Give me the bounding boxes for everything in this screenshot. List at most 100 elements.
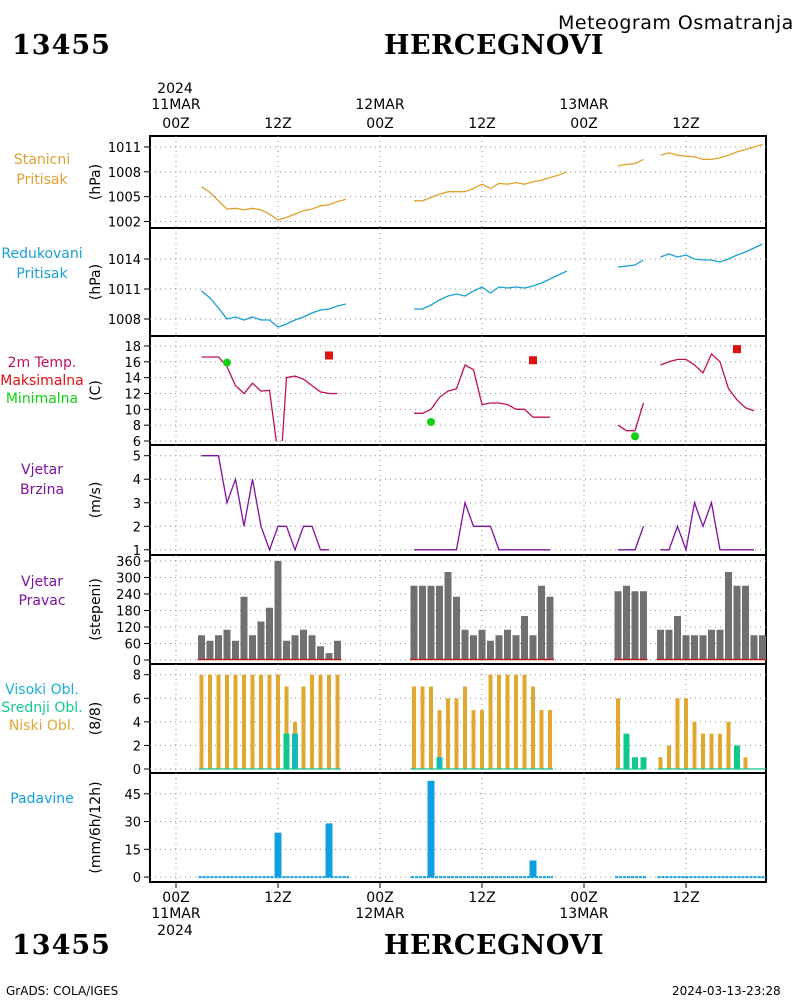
wind-direction-bar [240, 596, 248, 660]
panel-label: Pritisak [16, 266, 68, 282]
precip-bar [274, 832, 282, 878]
day-label: 11MAR [151, 906, 200, 922]
wind-direction-bar [742, 585, 749, 660]
wind-direction-bar [308, 635, 316, 660]
panel-frame [149, 772, 767, 883]
low-cloud-bar [463, 686, 467, 769]
low-cloud-bar [522, 674, 527, 769]
low-cloud-bar [437, 710, 442, 769]
mid-cloud-bar [640, 757, 647, 769]
low-cloud-bar [412, 686, 416, 769]
axis-unit-label: (C) [88, 380, 104, 401]
y-tick-label: 300 [116, 572, 141, 587]
y-tick-label: 12 [124, 387, 141, 402]
max-temp-marker [733, 345, 741, 354]
panel-p7: 0 15 30 45 Padavine (mm/6h/12h) [10, 772, 767, 886]
low-cloud-bar [548, 710, 552, 769]
y-tick-label: 18 [124, 340, 141, 355]
max-temp-marker [529, 356, 537, 365]
wind-direction-bar [750, 635, 758, 660]
wind-direction-bar [283, 640, 290, 660]
y-tick-label: 5 [133, 450, 141, 465]
y-tick-label: 30 [124, 816, 141, 831]
y-tick-label: 10 [124, 403, 141, 418]
min-temp-marker [223, 358, 231, 367]
series-line [617, 259, 644, 268]
wind-direction-bar [495, 635, 503, 660]
hour-label: 00Z [570, 116, 597, 132]
y-tick-label: 120 [116, 621, 141, 636]
wind-direction-bar [674, 616, 681, 660]
wind-direction-bar [470, 635, 477, 660]
series-line [617, 158, 644, 167]
y-tick-label: 1005 [108, 191, 141, 206]
station-name-top: HERCEGNOVI [384, 30, 604, 61]
panel-label: Pritisak [16, 172, 68, 188]
year-label: 2024 [157, 923, 193, 939]
low-cloud-bar [284, 686, 289, 769]
y-tick-label: 0 [133, 654, 141, 669]
wind-direction-bar [206, 640, 214, 660]
panel-frame [149, 135, 767, 229]
y-tick-label: 1011 [108, 141, 141, 156]
axis-unit-label: (mm/6h/12h) [88, 781, 104, 873]
y-tick-label: 45 [124, 788, 141, 803]
y-tick-label: 180 [116, 605, 141, 620]
low-cloud-bar [233, 674, 238, 769]
wind-direction-bar [410, 585, 418, 660]
panel-p4: 1 2 3 4 5 Vjetar Brzina (m/s) [20, 444, 767, 559]
y-tick-label: 8 [133, 669, 141, 684]
series-line [617, 402, 645, 432]
wind-direction-bar [521, 616, 528, 660]
low-cloud-bar [250, 674, 255, 769]
wind-direction-bar [538, 585, 545, 660]
y-tick-label: 1008 [108, 166, 141, 181]
panel-label: Stanicni [14, 152, 70, 168]
panel-label: Minimalna [6, 391, 78, 407]
y-tick-label: 4 [133, 473, 141, 488]
mid-cloud-bar [283, 733, 290, 769]
hour-label: 12Z [672, 890, 699, 906]
wind-direction-bar [317, 646, 324, 660]
low-cloud-bar [471, 710, 476, 769]
day-label: 12MAR [355, 906, 404, 922]
series-line [414, 171, 568, 202]
wind-direction-bar [512, 635, 520, 660]
y-tick-label: 8 [133, 419, 141, 434]
panel-frame [149, 335, 767, 446]
y-tick-label: 0 [133, 871, 141, 886]
min-temp-marker [631, 432, 639, 441]
axis-unit-label: (hPa) [88, 164, 104, 200]
low-cloud-bar [709, 733, 714, 769]
low-cloud-bar [429, 686, 433, 769]
mid-cloud-bar [734, 745, 740, 769]
wind-direction-bar [266, 607, 273, 660]
low-cloud-bar [684, 698, 688, 769]
wind-direction-bar [733, 585, 741, 660]
low-cloud-bar [454, 698, 459, 769]
y-tick-label: 2 [133, 520, 141, 535]
wind-direction-bar [223, 629, 231, 660]
series-line [660, 352, 755, 412]
wind-direction-bar [461, 629, 469, 660]
wind-direction-bar [623, 585, 630, 660]
y-tick-label: 4 [133, 716, 141, 731]
series-line [201, 455, 329, 552]
low-cloud-bar [667, 745, 671, 769]
panel-p2: 1008 1011 1014 Redukovani Pritisak (hPa) [1, 227, 767, 337]
y-tick-label: 2 [133, 739, 141, 754]
precip-bar [325, 823, 333, 878]
min-temp-marker [427, 417, 435, 426]
station-id-bottom: 13455 [12, 930, 111, 961]
precip-bar [427, 780, 435, 878]
y-tick-label: 15 [124, 843, 141, 858]
y-tick-label: 360 [116, 555, 141, 570]
wind-direction-bar [708, 629, 715, 660]
low-cloud-bar [310, 674, 314, 769]
wind-direction-bar [215, 635, 222, 660]
y-tick-label: 16 [124, 356, 141, 371]
y-tick-label: 1002 [108, 216, 141, 231]
